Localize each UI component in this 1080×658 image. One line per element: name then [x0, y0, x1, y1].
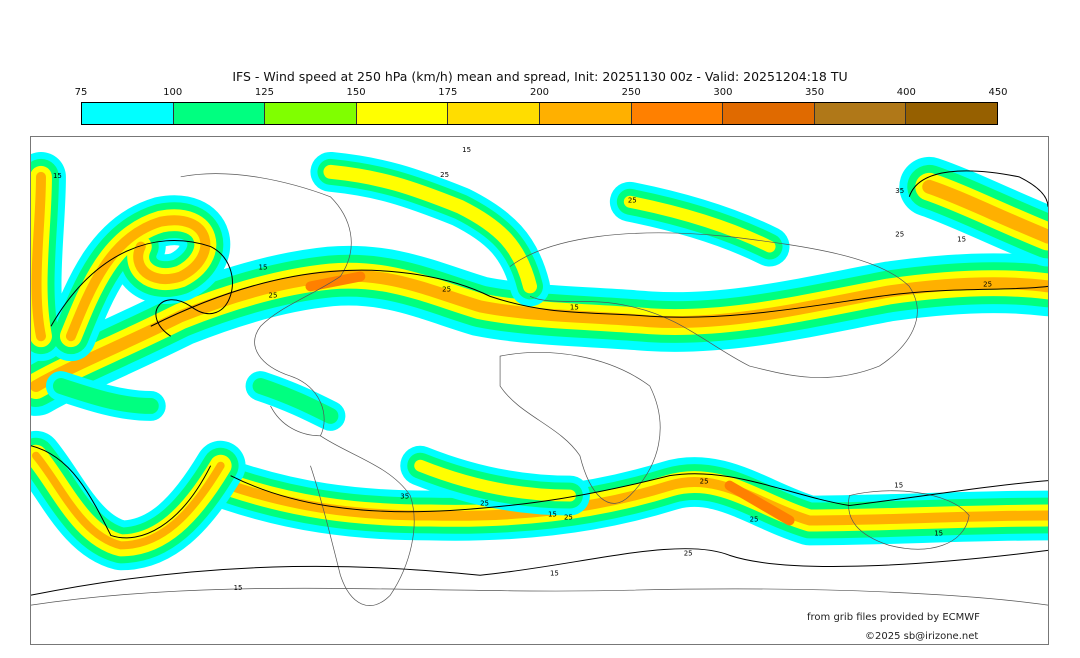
contour-label: 35 — [400, 493, 409, 501]
contour-label: 15 — [548, 511, 557, 519]
wind-speed-band — [323, 164, 538, 294]
colorbar-swatch — [265, 103, 357, 124]
wind-speed-core — [305, 271, 366, 292]
colorbar-tick-label: 400 — [896, 87, 916, 98]
mean-contours — [31, 170, 1048, 596]
source-credit: from grib files provided by ECMWF — [807, 612, 980, 623]
contour-label: 35 — [895, 187, 904, 195]
contour-label: 15 — [462, 146, 471, 154]
copyright-credit: ©2025 sb@irizone.net — [865, 631, 979, 642]
contour-label: 15 — [550, 569, 559, 577]
colorbar-tick-label: 150 — [346, 87, 366, 98]
contour-label: 15 — [234, 584, 243, 592]
colorbar-tick-label: 75 — [74, 87, 88, 98]
contour-label: 25 — [440, 171, 449, 179]
colorbar-tick-label: 300 — [713, 87, 733, 98]
contour-label: 15 — [259, 263, 268, 271]
wind-speed-band — [31, 171, 211, 342]
colorbar-tick-label: 450 — [988, 87, 1008, 98]
wind-speed-band — [414, 459, 576, 502]
contour-label: 15 — [570, 303, 579, 311]
contour-label: 15 — [934, 529, 943, 537]
contour-label: 25 — [628, 197, 637, 205]
contour-label: 25 — [983, 280, 992, 288]
coastlines — [31, 173, 1048, 606]
colorbar-tick-label: 250 — [621, 87, 641, 98]
colorbar-swatch — [906, 103, 997, 124]
wind-speed-core — [724, 480, 795, 526]
contour-labels: 15 25 25 35 15 15 25 15 25 25 15 25 35 25 15 25 25 25 15 15… — [53, 146, 992, 592]
colorbar-swatch — [631, 103, 724, 124]
wind-speed-map: 15 25 25 35 15 15 25 15 25 25 15 25 35 25 15 25 25 25 15 15… — [30, 136, 1049, 645]
colorbar-tick-label: 175 — [438, 87, 458, 98]
colorbar-tick-label: 100 — [163, 87, 183, 98]
colorbar-swatch — [173, 103, 266, 124]
colorbar-swatch — [82, 103, 174, 124]
contour-label: 15 — [957, 236, 966, 244]
contour-label: 25 — [269, 291, 278, 299]
colorbar-tick-label: 200 — [529, 87, 550, 98]
contour-label: 25 — [684, 549, 693, 557]
colorbar — [81, 102, 998, 125]
colorbar-swatch — [814, 103, 907, 124]
colorbar-tick-label: 350 — [805, 87, 825, 98]
wind-speed-band — [31, 451, 225, 550]
contour-label: 25 — [442, 285, 451, 293]
contour-label: 15 — [894, 482, 903, 490]
colorbar-swatch — [356, 103, 449, 124]
contour-label: 25 — [564, 513, 573, 521]
wind-speed-band — [922, 179, 1048, 244]
contour-label: 15 — [53, 172, 62, 180]
colorbar-swatch — [539, 103, 632, 124]
wind-speed-band — [52, 378, 339, 424]
chart-title: IFS - Wind speed at 250 hPa (km/h) mean … — [232, 69, 848, 84]
contour-label: 25 — [895, 231, 904, 239]
wind-speed-band — [225, 477, 1048, 526]
colorbar-swatch — [723, 103, 815, 124]
contour-label: 25 — [700, 478, 709, 486]
jet-streams — [31, 151, 1048, 571]
contour-label: 25 — [750, 515, 759, 523]
colorbar-swatch — [448, 103, 540, 124]
contour-label: 25 — [480, 500, 489, 508]
wind-speed-band — [31, 269, 1048, 392]
colorbar-tick-label: 125 — [254, 87, 274, 98]
